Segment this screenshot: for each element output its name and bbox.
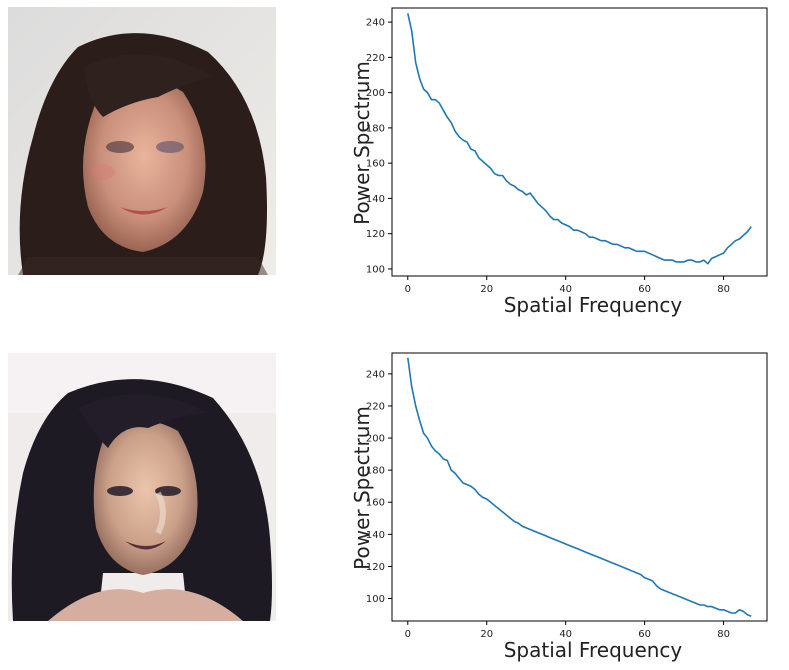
y-tick-label: 100 bbox=[366, 594, 385, 605]
x-tick-label: 0 bbox=[405, 284, 411, 295]
y-tick-label: 220 bbox=[366, 53, 385, 64]
y-tick-label: 220 bbox=[366, 401, 385, 412]
y-tick-label: 160 bbox=[366, 159, 385, 170]
plot-area-frame bbox=[391, 352, 768, 622]
x-tick-label: 60 bbox=[638, 284, 651, 295]
y-tick-label: 180 bbox=[366, 466, 385, 477]
x-tick-label: 80 bbox=[717, 629, 730, 640]
x-tick-label: 40 bbox=[559, 284, 572, 295]
y-tick-label: 100 bbox=[366, 264, 385, 275]
x-tick-label: 20 bbox=[480, 284, 493, 295]
y-tick-label: 160 bbox=[366, 498, 385, 509]
x-tick-label: 0 bbox=[405, 629, 411, 640]
y-tick-label: 140 bbox=[366, 194, 385, 205]
y-tick-label: 200 bbox=[366, 88, 385, 99]
power-spectrum-series-line bbox=[407, 357, 752, 617]
x-axis-label: Spatial Frequency bbox=[504, 638, 683, 662]
generated-face-image-2 bbox=[8, 353, 276, 621]
power-spectrum-chart-2: Power Spectrum Spatial Frequency 0 20 40 60… bbox=[350, 352, 768, 662]
x-tick-label: 40 bbox=[559, 629, 572, 640]
y-tick-label: 240 bbox=[366, 18, 385, 29]
y-axis-label: Power Spectrum bbox=[350, 406, 374, 570]
y-axis-label: Power Spectrum bbox=[350, 61, 374, 225]
y-tick-label: 180 bbox=[366, 123, 385, 134]
plot-area-frame bbox=[391, 7, 768, 277]
generated-face-image-1 bbox=[8, 7, 276, 275]
x-tick-label: 80 bbox=[717, 284, 730, 295]
y-tick-label: 140 bbox=[366, 530, 385, 541]
y-tick-label: 120 bbox=[366, 562, 385, 573]
x-tick-label: 20 bbox=[480, 629, 493, 640]
x-tick-label: 60 bbox=[638, 629, 651, 640]
y-tick-label: 200 bbox=[366, 434, 385, 445]
power-spectrum-series-line bbox=[407, 13, 752, 265]
y-tick-label: 120 bbox=[366, 229, 385, 240]
y-tick-label: 240 bbox=[366, 369, 385, 380]
power-spectrum-chart-1: Power Spectrum Spatial Frequency 0 20 40 60… bbox=[350, 7, 768, 317]
x-axis-label: Spatial Frequency bbox=[504, 293, 683, 317]
